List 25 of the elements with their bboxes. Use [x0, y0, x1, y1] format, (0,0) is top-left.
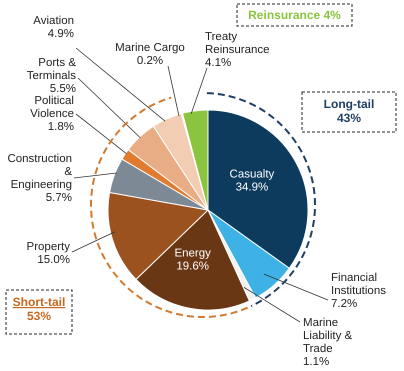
dashed-label-box: Long-tail 43% [302, 92, 396, 132]
data-label: 0.2% [136, 55, 164, 67]
data-label: 5.5% [50, 83, 76, 95]
slice-label: Marine Cargo [115, 42, 185, 54]
data-label: 4.1% [205, 57, 232, 69]
data-label: 5.7% [46, 192, 72, 204]
slice-label: Construction & Engineering [7, 153, 72, 191]
slice-label: Ports & Terminals [26, 57, 76, 82]
slice-label: Marine Liability & Trade [303, 317, 353, 355]
data-label: 1.8% [48, 121, 74, 133]
slice-label: Aviation [33, 15, 74, 27]
slice-label: Political Violence [30, 95, 74, 120]
dashed-label-box: Reinsurance 4% [236, 4, 352, 26]
data-label: 7.2% [331, 298, 358, 310]
data-label: 15.0% [37, 254, 70, 266]
data-label: 4.9% [48, 28, 74, 40]
data-label: 19.6% [176, 260, 209, 273]
data-label: 34.9% [236, 181, 268, 194]
slice-label: Treaty Reinsurance [205, 31, 270, 56]
dashed-label-box: Short-tail 53% [6, 290, 72, 334]
slice-label: Financial Institutions [331, 272, 386, 297]
slice-label: Energy [174, 248, 212, 260]
data-label: 1.1% [303, 356, 330, 368]
slice-label: Property [26, 241, 70, 253]
slice-label: Casualty [230, 168, 275, 180]
